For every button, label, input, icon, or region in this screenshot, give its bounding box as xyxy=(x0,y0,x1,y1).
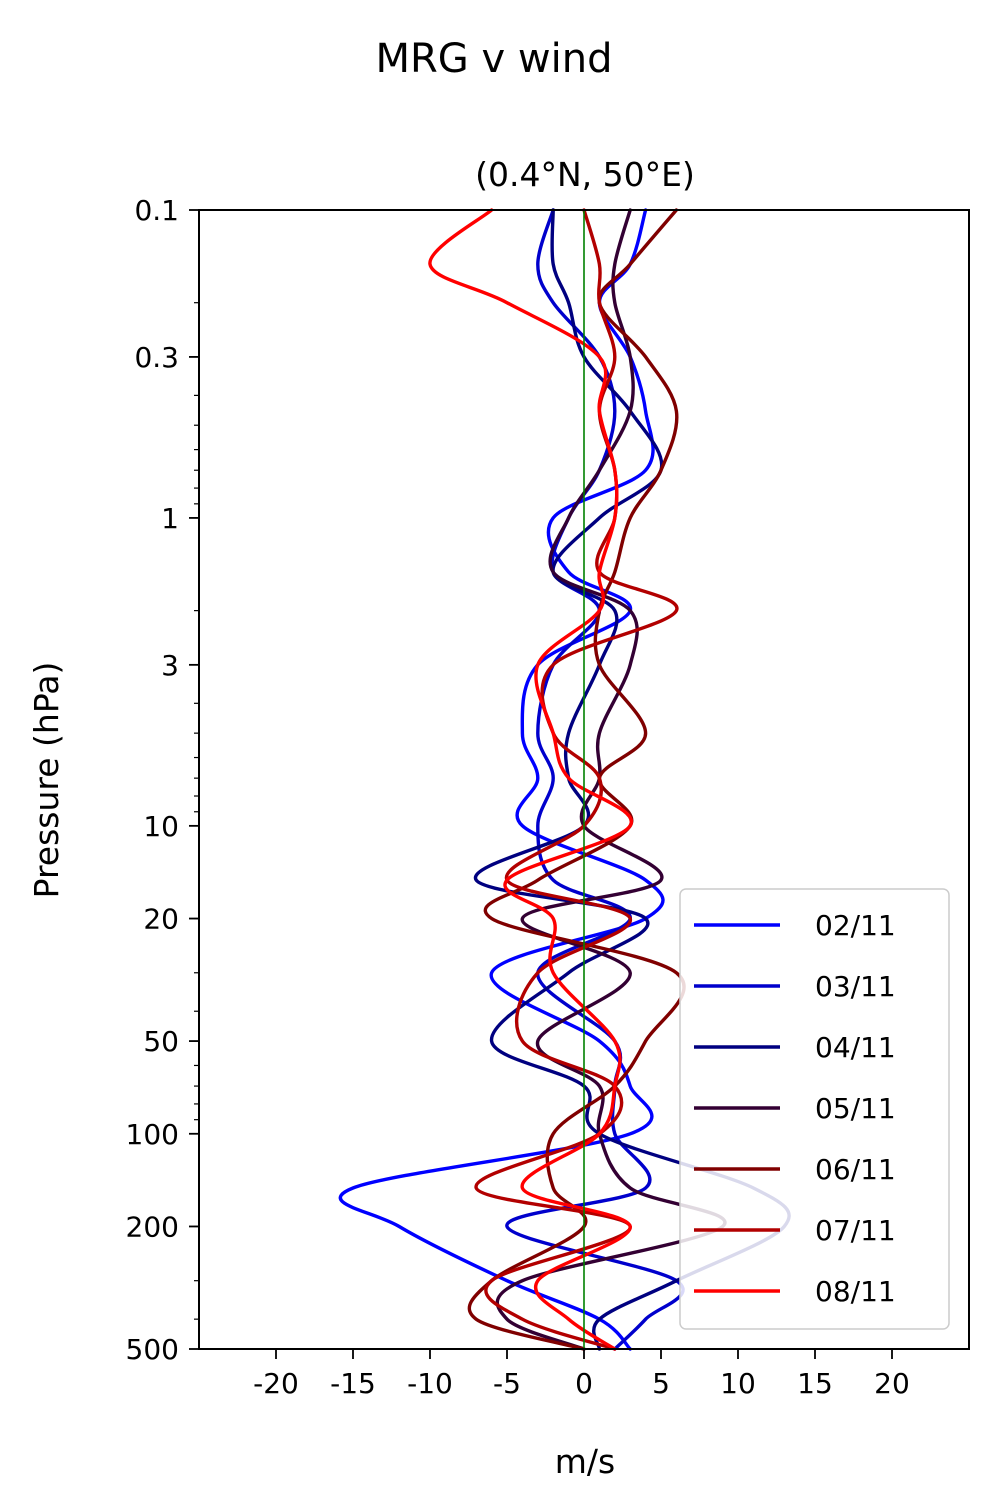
legend-label-3: 04/11 xyxy=(815,1031,896,1064)
y-tick-label: 0.1 xyxy=(134,194,179,227)
legend: 02/11 03/11 04/11 05/11 06/11 07/11 08/11 xyxy=(679,888,950,1330)
y-tick-label: 20 xyxy=(143,903,179,936)
chart-suptitle: MRG v wind xyxy=(376,36,613,82)
chart-title: (0.4°N, 50°E) xyxy=(475,155,695,194)
x-tick-label: -15 xyxy=(330,1367,376,1400)
x-tick-label: -20 xyxy=(253,1367,299,1400)
series-line-2 xyxy=(505,208,685,1351)
y-tick-label: 100 xyxy=(126,1118,179,1151)
legend-label-1: 02/11 xyxy=(815,909,896,942)
legend-label-4: 05/11 xyxy=(815,1092,896,1125)
x-axis-label: m/s xyxy=(555,1442,615,1481)
y-tick-label: 200 xyxy=(126,1210,179,1243)
legend-label-2: 03/11 xyxy=(815,970,896,1003)
x-tick-label: 10 xyxy=(720,1367,756,1400)
legend-label-5: 06/11 xyxy=(815,1153,896,1186)
x-tick-label: 0 xyxy=(575,1367,593,1400)
y-tick-label: 50 xyxy=(143,1025,179,1058)
y-axis-label: Pressure (hPa) xyxy=(27,662,66,899)
series-layer xyxy=(338,208,791,1351)
series-line-7 xyxy=(428,208,634,1351)
x-tick-label: 20 xyxy=(874,1367,910,1400)
legend-frame xyxy=(679,888,950,1330)
x-tick-label: -10 xyxy=(407,1367,453,1400)
y-tick-label: 0.3 xyxy=(134,341,179,374)
y-tick-label: 10 xyxy=(143,810,179,843)
legend-label-7: 08/11 xyxy=(815,1275,896,1308)
legend-label-6: 07/11 xyxy=(815,1214,896,1247)
x-tick-label: -5 xyxy=(493,1367,521,1400)
x-axis-ticks: -20 -15 -10 -5 0 5 10 15 20 xyxy=(253,1349,910,1400)
x-tick-label: 15 xyxy=(797,1367,833,1400)
y-tick-label: 500 xyxy=(126,1333,179,1366)
y-tick-label: 3 xyxy=(161,649,179,682)
x-tick-label: 5 xyxy=(652,1367,670,1400)
y-tick-label: 1 xyxy=(161,502,179,535)
plot-area xyxy=(198,208,970,1351)
y-axis-ticks: 0.1 0.3 1 3 10 20 50 100 200 500 xyxy=(126,194,199,1366)
